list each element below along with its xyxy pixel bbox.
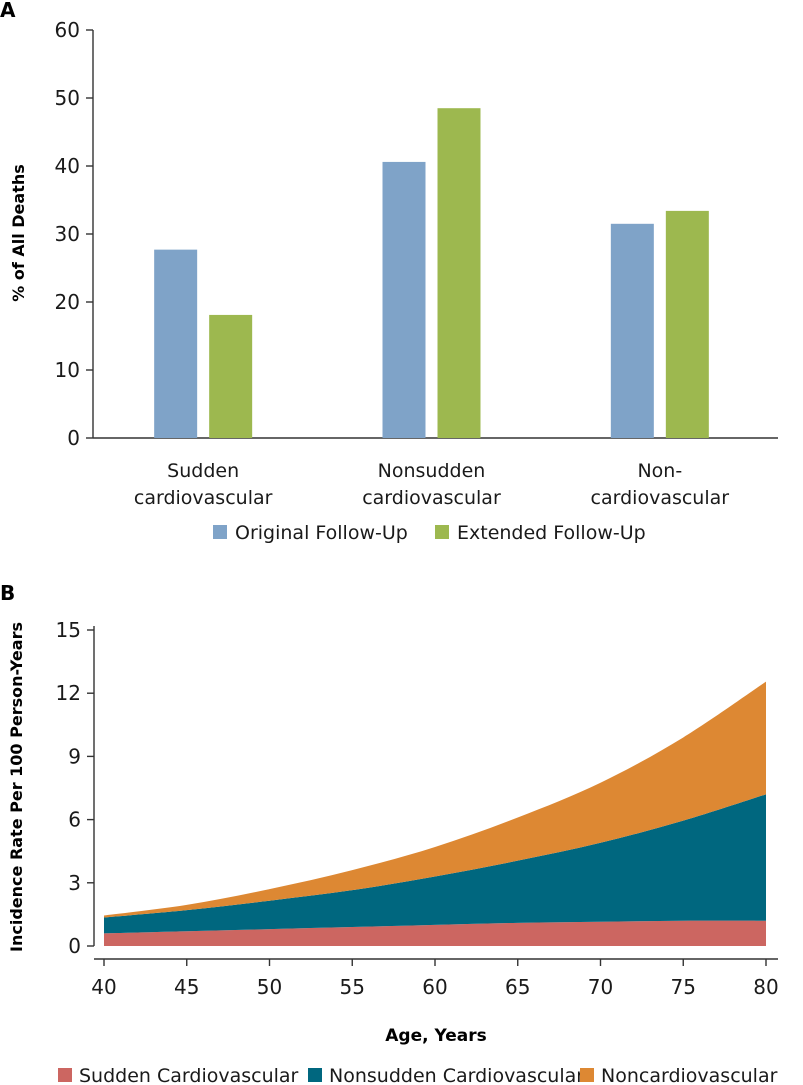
panel-a-category-labels: Sudden cardiovascular Nonsudden cardiovascu…: [134, 460, 729, 509]
panel-b-x-tick-label: 75: [671, 975, 696, 999]
panel-a-y-tick-label: 30: [55, 222, 80, 246]
panel-b-y-tick-label: 0: [68, 934, 81, 958]
panel-b-y-tick-label: 15: [56, 618, 81, 642]
legend-label: Nonsudden Cardiovascular: [329, 1065, 584, 1085]
panel-a-legend: Original Follow-Up Extended Follow-Up: [213, 522, 646, 544]
legend-swatch: [58, 1068, 72, 1082]
legend-swatch: [580, 1068, 594, 1082]
panel-a-label: A: [0, 0, 16, 22]
legend-label: Original Follow-Up: [235, 522, 408, 544]
legend-label: Sudden Cardiovascular: [79, 1065, 299, 1085]
panel-a-bar-chart: A % of All Deaths 0 10 20 30 40 50 60 Sudden ca…: [0, 0, 778, 544]
panel-a-bars: [154, 108, 709, 439]
panel-b-x-tick-label: 40: [91, 975, 116, 999]
bar-extended-2: [437, 108, 481, 438]
panel-b-y-tick-label: 3: [68, 871, 81, 895]
area-sudden-cardiovascular: [104, 920, 766, 946]
panel-b-y-tick-label: 12: [56, 681, 81, 705]
bar-extended-1: [209, 314, 253, 438]
panel-b-x-tick-label: 80: [753, 975, 778, 999]
panel-a-y-tick-label: 10: [55, 358, 80, 382]
legend-swatch: [213, 525, 227, 539]
panel-a-category-label: cardiovascular: [591, 487, 730, 509]
bar-original-3: [610, 223, 654, 438]
panel-b-x-axis-title: Age, Years: [385, 1026, 487, 1046]
panel-b-area-chart: B Incidence Rate Per 100 Person-Years Ag…: [0, 581, 779, 1085]
legend-swatch: [308, 1068, 322, 1082]
panel-a-y-tick-label: 20: [55, 290, 80, 314]
panel-b-x-tick-label: 50: [257, 975, 282, 999]
bar-original-2: [382, 161, 426, 439]
area-noncardiovascular: [104, 681, 766, 918]
panel-b-x-tick-label: 55: [340, 975, 365, 999]
panel-b-x-tick-label: 65: [505, 975, 530, 999]
panel-b-legend: Sudden Cardiovascular Nonsudden Cardiovas…: [58, 1065, 778, 1085]
bar-original-1: [154, 249, 198, 438]
panel-a-y-axis-title: % of All Deaths: [9, 164, 28, 302]
panel-a-category-label: Nonsudden: [378, 460, 486, 482]
panel-a-category-label: Sudden: [167, 460, 239, 482]
legend-label: Noncardiovascular: [601, 1065, 778, 1085]
panel-a-category-label: cardiovascular: [134, 487, 273, 509]
panel-b-x-tick-label: 60: [422, 975, 447, 999]
panel-b-axes: 0 3 6 9 12 15 40 45 50 55 60 65 70 75 80: [56, 618, 779, 999]
panel-b-y-tick-label: 6: [68, 808, 81, 832]
bar-extended-3: [665, 210, 709, 438]
panel-b-label: B: [0, 581, 15, 605]
panel-a-category-label: cardiovascular: [362, 487, 501, 509]
panel-a-y-tick-label: 0: [67, 426, 80, 450]
area-nonsudden-cardiovascular: [104, 794, 766, 934]
panel-b-y-axis-title: Incidence Rate Per 100 Person-Years: [7, 622, 26, 952]
panel-a-y-tick-label: 60: [55, 18, 80, 42]
panel-b-x-tick-label: 70: [588, 975, 613, 999]
panel-b-y-tick-label: 9: [68, 744, 81, 768]
panel-a-axes: 0 10 20 30 40 50 60: [55, 18, 778, 450]
panel-a-y-tick-label: 50: [55, 86, 80, 110]
panel-a-y-tick-label: 40: [55, 154, 80, 178]
panel-b-x-tick-label: 45: [174, 975, 199, 999]
panel-b-areas: [104, 681, 766, 946]
legend-label: Extended Follow-Up: [457, 522, 646, 544]
panel-a-category-label: Non-: [637, 460, 682, 482]
legend-swatch: [435, 525, 449, 539]
